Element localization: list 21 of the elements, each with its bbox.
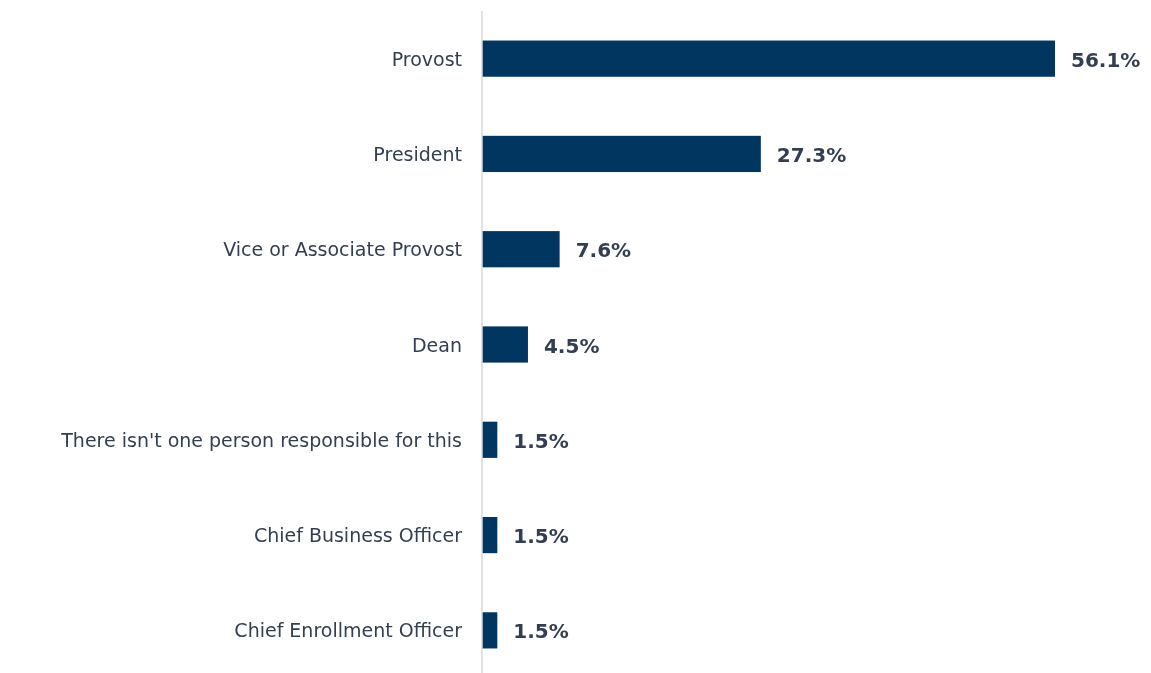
bar — [482, 40, 1055, 77]
data-label: 1.5% — [513, 619, 569, 644]
data-label: 1.5% — [513, 428, 569, 453]
bar — [482, 516, 498, 554]
y-tick-label: There isn't one person responsible for this — [60, 428, 462, 451]
data-label: 56.1% — [1071, 47, 1141, 72]
y-tick-label: Chief Enrollment Officer — [234, 619, 463, 642]
bar — [482, 612, 498, 649]
data-label: 7.6% — [575, 238, 632, 263]
bar — [482, 231, 560, 268]
data-label: 1.5% — [513, 524, 569, 549]
y-tick-label: President — [373, 142, 462, 165]
bar — [482, 326, 528, 363]
bar — [482, 421, 498, 458]
y-tick-label: Chief Business Officer — [253, 524, 463, 547]
y-tick-label: Dean — [411, 333, 462, 356]
y-tick-label: Vice or Associate Provost — [223, 238, 462, 261]
y-tick-label: Provost — [391, 47, 462, 70]
data-label: 27.3% — [776, 142, 847, 167]
bar — [482, 135, 761, 173]
data-label: 4.5% — [543, 333, 600, 358]
